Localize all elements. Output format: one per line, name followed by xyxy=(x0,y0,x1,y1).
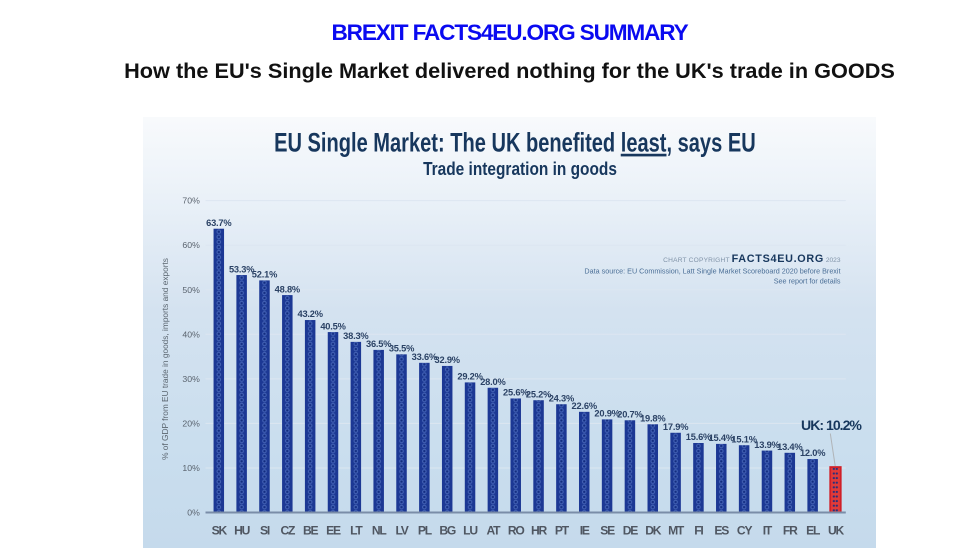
svg-text:36.5%: 36.5% xyxy=(366,339,392,349)
svg-text:FR: FR xyxy=(783,524,798,538)
svg-text:15.1%: 15.1% xyxy=(731,434,757,444)
svg-text:13.4%: 13.4% xyxy=(777,442,803,452)
svg-text:IT: IT xyxy=(763,524,773,538)
svg-text:20%: 20% xyxy=(182,418,200,428)
svg-text:60%: 60% xyxy=(182,240,200,250)
svg-text:33.6%: 33.6% xyxy=(412,352,438,362)
svg-text:BE: BE xyxy=(303,524,319,538)
svg-text:FI: FI xyxy=(694,524,703,538)
svg-text:40%: 40% xyxy=(182,329,200,339)
svg-text:0%: 0% xyxy=(187,508,200,518)
svg-text:EU Single Market: The UK benef: EU Single Market: The UK benefited least… xyxy=(274,128,756,157)
svg-text:29.2%: 29.2% xyxy=(457,372,483,382)
svg-text:EE: EE xyxy=(326,524,341,538)
svg-text:CHART COPYRIGHT FACTS4EU.ORG 2: CHART COPYRIGHT FACTS4EU.ORG 2023 xyxy=(663,253,841,265)
svg-text:24.3%: 24.3% xyxy=(549,393,575,403)
svg-text:NL: NL xyxy=(372,524,388,538)
svg-text:43.2%: 43.2% xyxy=(297,309,323,319)
svg-text:63.7%: 63.7% xyxy=(206,218,232,228)
svg-text:ES: ES xyxy=(714,524,729,538)
svg-text:32.9%: 32.9% xyxy=(435,355,461,365)
svg-text:19.8%: 19.8% xyxy=(640,413,666,423)
svg-text:25.2%: 25.2% xyxy=(526,389,552,399)
svg-text:70%: 70% xyxy=(182,196,200,206)
svg-text:BG: BG xyxy=(439,524,456,538)
svg-text:DK: DK xyxy=(645,524,662,538)
svg-text:CY: CY xyxy=(737,524,753,538)
svg-text:10%: 10% xyxy=(182,463,200,473)
svg-text:SI: SI xyxy=(260,524,270,538)
svg-text:DE: DE xyxy=(623,524,639,538)
svg-text:40.5%: 40.5% xyxy=(320,321,346,331)
svg-text:Data source: EU Commission, La: Data source: EU Commission, Latt Single … xyxy=(584,267,840,276)
svg-text:LT: LT xyxy=(350,524,363,538)
svg-text:LV: LV xyxy=(395,524,408,538)
svg-text:SK: SK xyxy=(212,524,228,538)
svg-text:RO: RO xyxy=(508,524,525,538)
svg-text:EL: EL xyxy=(806,524,821,538)
svg-text:UK: UK xyxy=(828,524,845,538)
svg-text:SE: SE xyxy=(600,524,615,538)
svg-text:30%: 30% xyxy=(182,374,200,384)
svg-text:See report for details: See report for details xyxy=(774,277,841,286)
svg-text:50%: 50% xyxy=(182,285,200,295)
svg-text:35.5%: 35.5% xyxy=(389,344,415,354)
svg-text:13.9%: 13.9% xyxy=(754,440,780,450)
svg-text:HR: HR xyxy=(531,524,548,538)
svg-text:% of GDP from EU trade in good: % of GDP from EU trade in goods, imports… xyxy=(160,258,170,460)
svg-text:CZ: CZ xyxy=(280,524,296,538)
svg-text:Trade integration in goods: Trade integration in goods xyxy=(423,159,617,180)
svg-text:20.9%: 20.9% xyxy=(594,409,620,419)
svg-text:52.1%: 52.1% xyxy=(252,270,278,280)
svg-text:PT: PT xyxy=(555,524,570,538)
svg-text:IE: IE xyxy=(580,524,590,538)
svg-text:PL: PL xyxy=(418,524,433,538)
svg-text:38.3%: 38.3% xyxy=(343,331,369,341)
svg-text:UK: 10.2%: UK: 10.2% xyxy=(801,417,862,433)
svg-text:25.6%: 25.6% xyxy=(503,388,529,398)
svg-text:15.4%: 15.4% xyxy=(709,433,735,443)
svg-text:AT: AT xyxy=(486,524,501,538)
svg-text:17.9%: 17.9% xyxy=(663,422,689,432)
svg-text:53.3%: 53.3% xyxy=(229,264,255,274)
svg-text:28.0%: 28.0% xyxy=(480,377,506,387)
svg-text:12.0%: 12.0% xyxy=(800,448,826,458)
svg-text:HU: HU xyxy=(234,524,250,538)
svg-text:LU: LU xyxy=(463,524,477,538)
svg-text:20.7%: 20.7% xyxy=(617,409,643,419)
svg-text:15.6%: 15.6% xyxy=(686,432,712,442)
svg-text:MT: MT xyxy=(668,524,685,538)
svg-text:48.8%: 48.8% xyxy=(275,284,301,294)
svg-text:22.6%: 22.6% xyxy=(572,401,598,411)
